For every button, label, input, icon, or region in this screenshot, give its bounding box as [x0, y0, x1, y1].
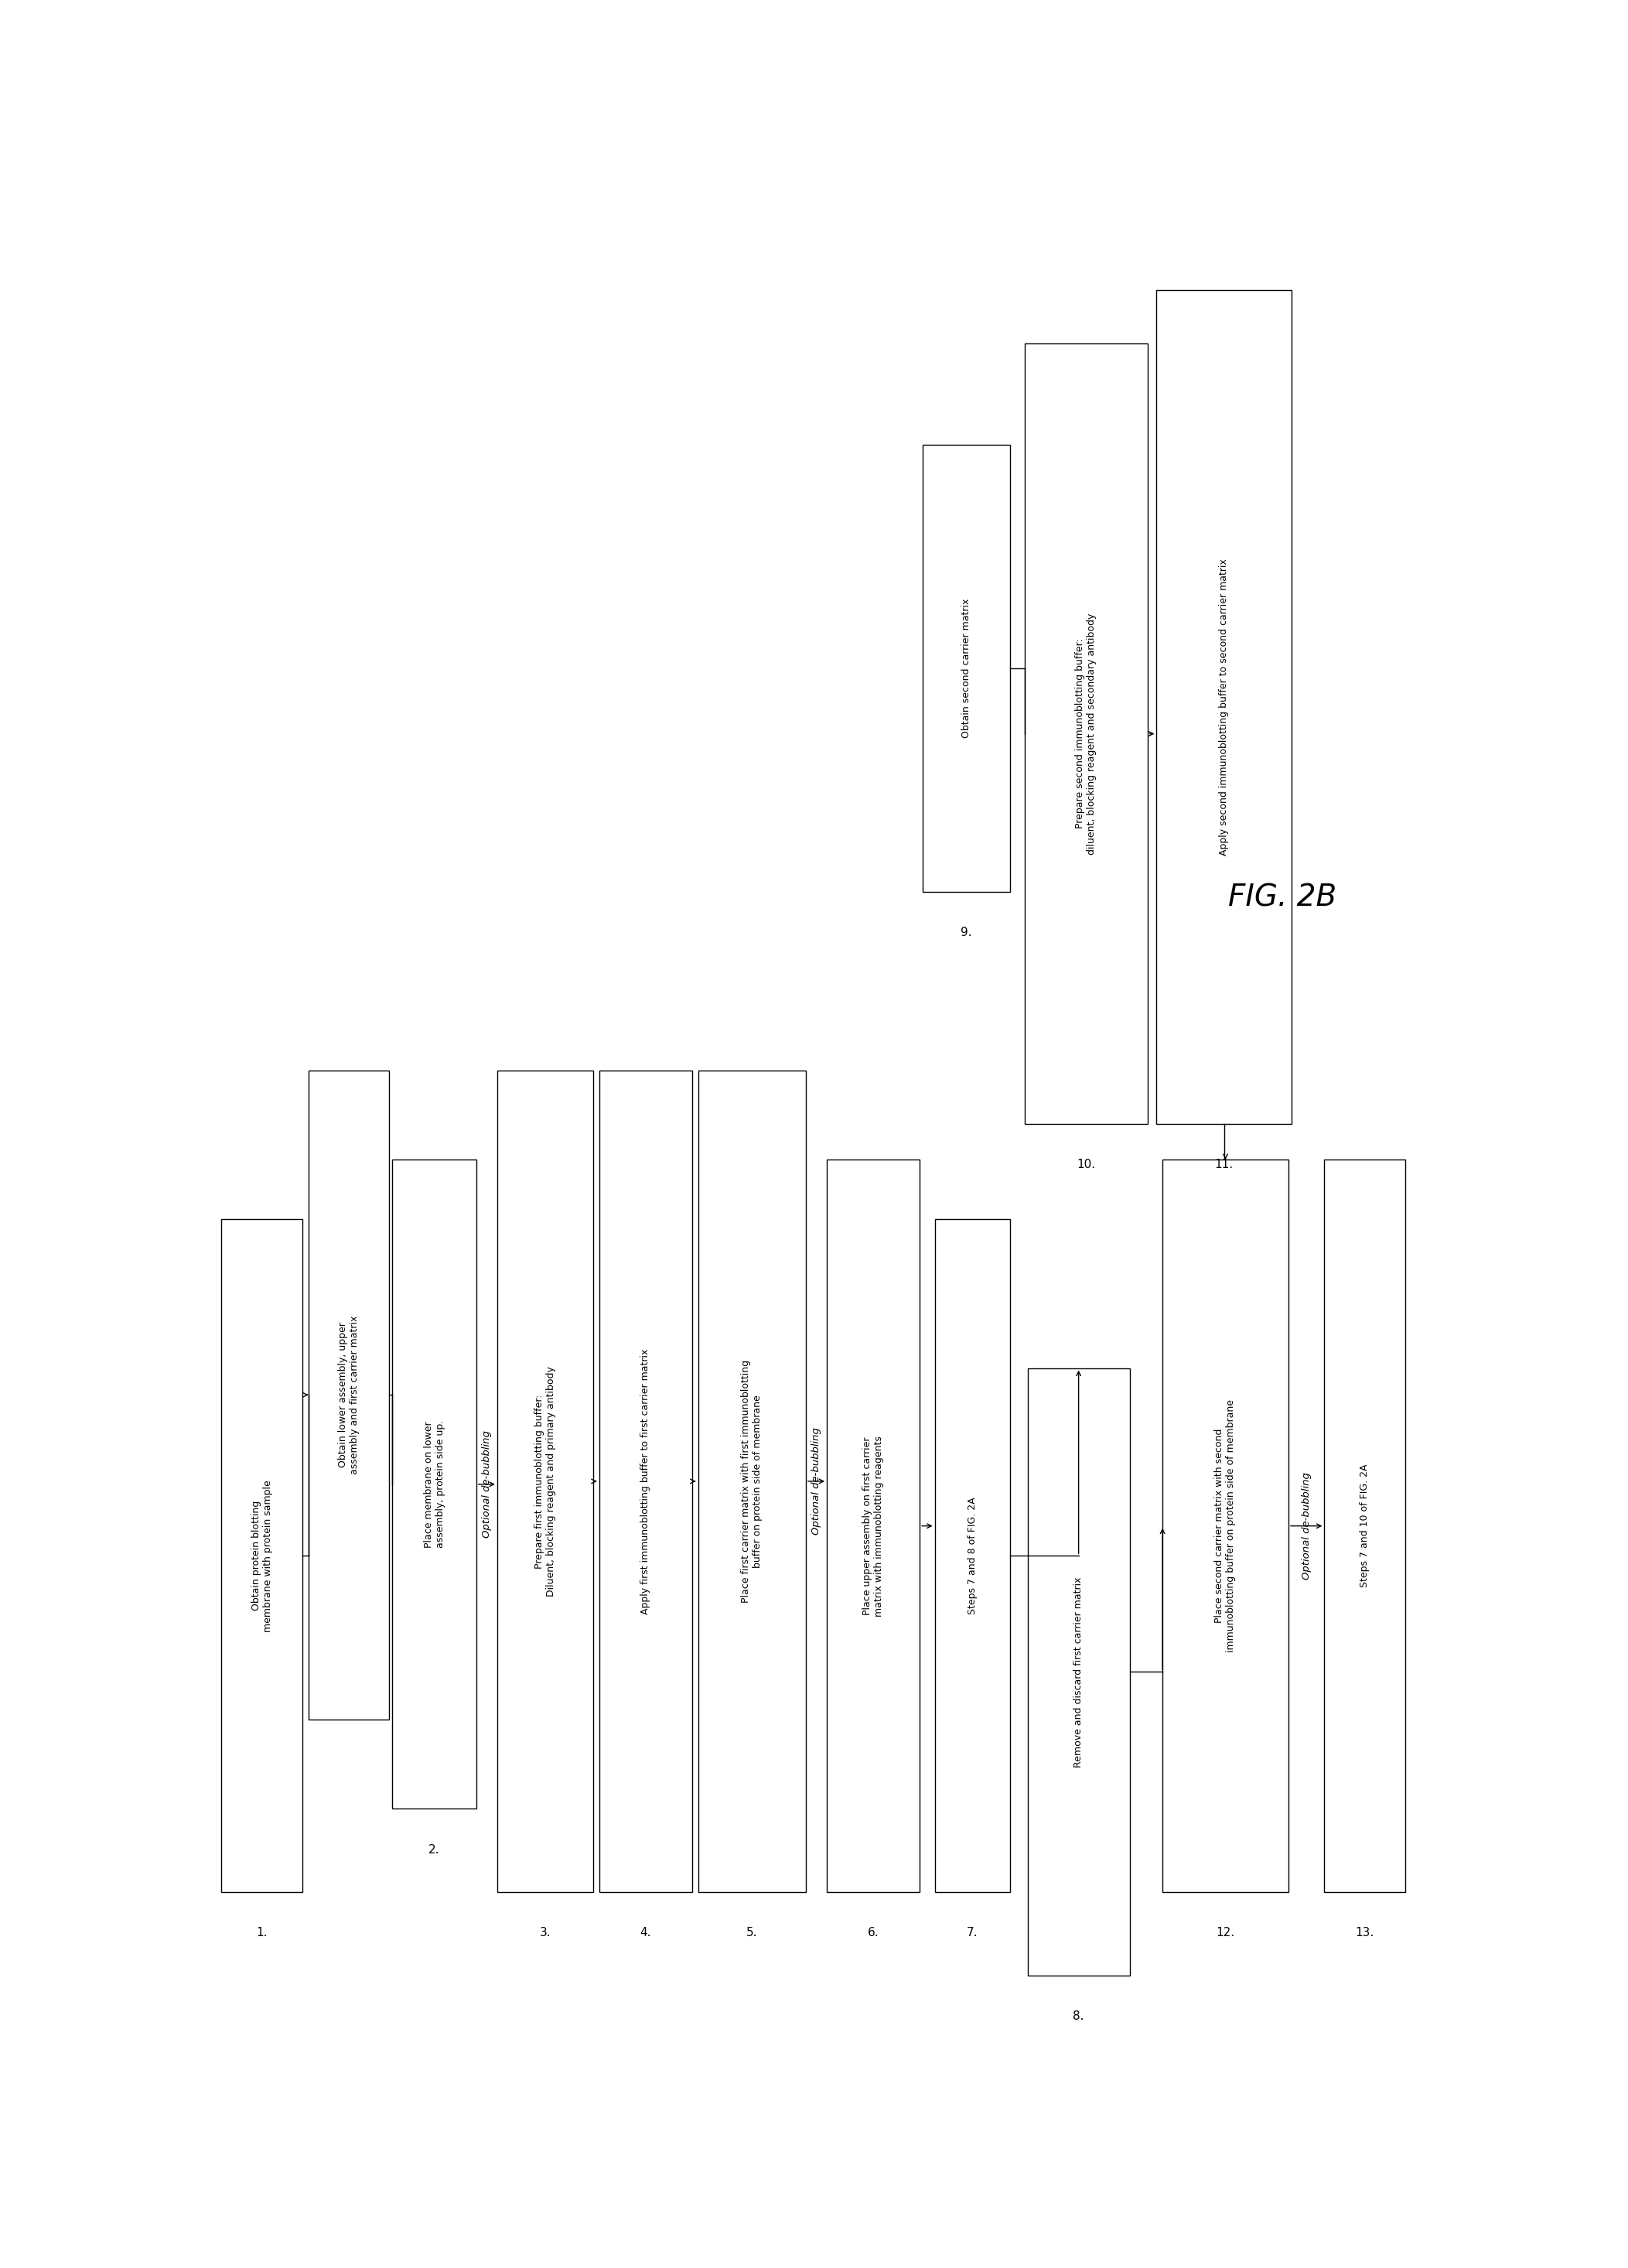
Bar [1027, 1368, 1130, 1975]
Bar [1324, 1159, 1405, 1892]
Text: 13.: 13. [1356, 1928, 1374, 1939]
Text: FIG. 2B: FIG. 2B [1228, 882, 1337, 912]
Text: 1.: 1. [256, 1928, 267, 1939]
Text: Place first carrier matrix with first immunoblotting
buffer on protein side of m: Place first carrier matrix with first im… [741, 1361, 764, 1603]
Text: Optional de-bubbling: Optional de-bubbling [482, 1431, 492, 1538]
Text: 7.: 7. [967, 1928, 978, 1939]
Bar [497, 1070, 593, 1892]
Text: 11.: 11. [1214, 1159, 1234, 1170]
Text: Optional de-bubbling: Optional de-bubbling [1301, 1472, 1312, 1579]
Text: Apply first immunoblotting buffer to first carrier matrix: Apply first immunoblotting buffer to fir… [640, 1349, 651, 1615]
Text: 12.: 12. [1216, 1928, 1234, 1939]
Text: Obtain lower assembly, upper
assembly and first carrier matrix: Obtain lower assembly, upper assembly an… [339, 1315, 360, 1474]
Text: Prepare second immunoblotting buffer:
diluent, blocking reagent and secondary an: Prepare second immunoblotting buffer: di… [1074, 612, 1097, 855]
Text: Place upper assembly on first carrier
matrix with immunoblotting reagents: Place upper assembly on first carrier ma… [863, 1436, 884, 1617]
Bar [1024, 345, 1148, 1125]
Text: 5.: 5. [746, 1928, 757, 1939]
Bar [1162, 1159, 1288, 1892]
Bar [1156, 290, 1291, 1125]
Bar [698, 1070, 806, 1892]
Text: Steps 7 and 8 of FIG. 2A: Steps 7 and 8 of FIG. 2A [967, 1497, 977, 1615]
Text: 9.: 9. [961, 928, 972, 939]
Text: Obtain protein blotting
membrane with protein sample: Obtain protein blotting membrane with pr… [251, 1479, 274, 1631]
Text: 6.: 6. [868, 1928, 879, 1939]
Text: 10.: 10. [1076, 1159, 1096, 1170]
Bar [923, 445, 1009, 891]
Text: Obtain second carrier matrix: Obtain second carrier matrix [961, 599, 972, 737]
Text: Steps 7 and 10 of FIG. 2A: Steps 7 and 10 of FIG. 2A [1359, 1465, 1369, 1588]
Text: Remove and discard first carrier matrix: Remove and discard first carrier matrix [1073, 1576, 1084, 1767]
Text: Place membrane on lower
assembly, protein side up.: Place membrane on lower assembly, protei… [423, 1420, 444, 1549]
Text: Apply second immunoblotting buffer to second carrier matrix: Apply second immunoblotting buffer to se… [1219, 558, 1229, 855]
Text: Prepare first immunoblotting buffer:
Diluent, blocking reagent and primary antib: Prepare first immunoblotting buffer: Dil… [534, 1365, 557, 1597]
Bar [827, 1159, 920, 1892]
Bar [934, 1220, 1009, 1892]
Bar [392, 1159, 477, 1810]
Text: 4.: 4. [640, 1928, 651, 1939]
Text: 8.: 8. [1073, 2009, 1084, 2023]
Bar [221, 1220, 303, 1892]
Text: Optional de-bubbling: Optional de-bubbling [811, 1427, 822, 1535]
Bar [599, 1070, 692, 1892]
Bar [308, 1070, 389, 1719]
Text: 3.: 3. [539, 1928, 550, 1939]
Text: 2.: 2. [428, 1844, 440, 1855]
Text: Place second carrier matrix with second
immunoblotting buffer on protein side of: Place second carrier matrix with second … [1214, 1399, 1236, 1653]
